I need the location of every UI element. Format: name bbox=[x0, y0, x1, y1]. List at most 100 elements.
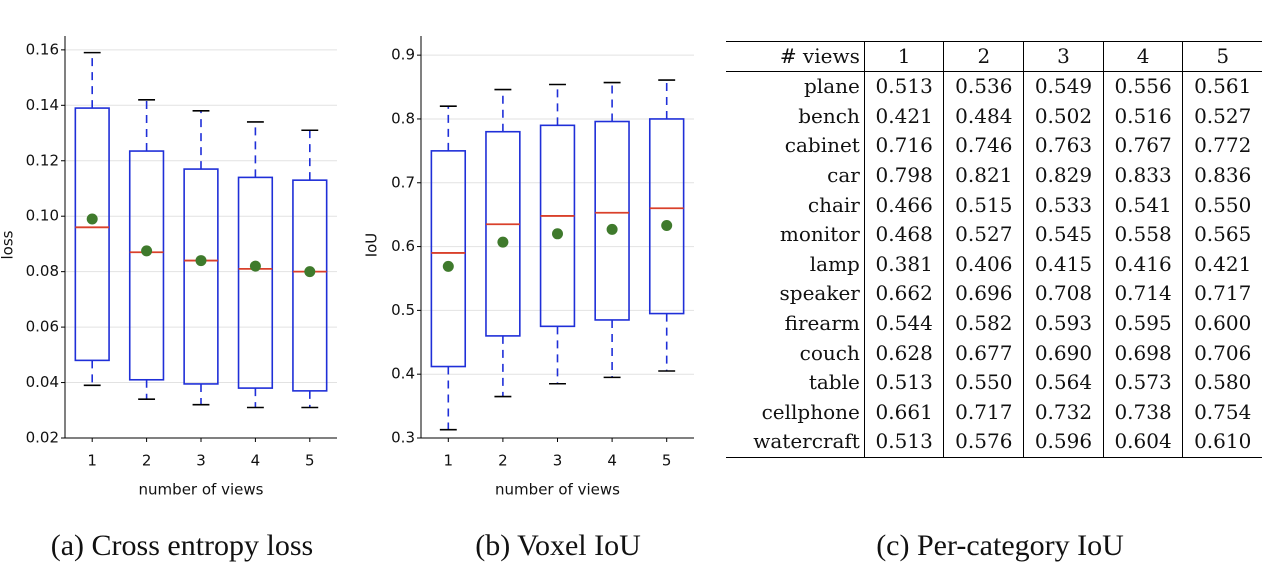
iou-cell: 0.484 bbox=[943, 101, 1024, 132]
category-cell: couch bbox=[799, 340, 860, 365]
y-tick-label: 0.14 bbox=[26, 96, 59, 114]
iou-cell: 0.677 bbox=[943, 338, 1024, 368]
mean bbox=[141, 245, 153, 257]
x-tick-label: 2 bbox=[142, 452, 152, 470]
iou-cell: 0.706 bbox=[1182, 338, 1262, 368]
iou-cell: 0.662 bbox=[863, 279, 944, 309]
x-tick-label: 3 bbox=[553, 452, 563, 470]
iou-cell: 0.746 bbox=[943, 131, 1024, 161]
iou-cell: 0.580 bbox=[1182, 367, 1262, 398]
iou-cell: 0.596 bbox=[1023, 427, 1104, 458]
iou-cell: 0.732 bbox=[1023, 397, 1104, 428]
iou-cell: 0.573 bbox=[1102, 367, 1183, 398]
x-tick-label: 5 bbox=[305, 452, 315, 470]
box bbox=[183, 168, 219, 385]
iou-cell: 0.516 bbox=[1102, 101, 1183, 132]
x-axis-label: number of views bbox=[139, 481, 264, 499]
header-cell: 5 bbox=[1182, 41, 1262, 72]
iou-cell: 0.541 bbox=[1102, 190, 1183, 220]
iou-table: # views 1 2 3 4 5 plane 0.513 0.536 0.549 0.556 0.5… bbox=[726, 41, 1262, 458]
box bbox=[648, 118, 685, 315]
iou-cell: 0.544 bbox=[863, 308, 944, 339]
table-row: chair 0.466 0.515 0.533 0.541 0.550 bbox=[726, 190, 1262, 220]
iou-cell: 0.582 bbox=[943, 308, 1024, 339]
iou-cell: 0.468 bbox=[863, 219, 944, 250]
category-cell: chair bbox=[807, 192, 860, 217]
y-axis-label: IoU bbox=[363, 233, 381, 258]
y-tick-label: 0.5 bbox=[391, 301, 415, 319]
category-cell: watercraft bbox=[753, 429, 860, 454]
header-cell: 3 bbox=[1023, 41, 1104, 72]
category-cell: cabinet bbox=[784, 133, 860, 158]
iou-cell: 0.513 bbox=[863, 427, 944, 458]
iou-cell: 0.610 bbox=[1182, 427, 1262, 458]
iou-cell: 0.513 bbox=[863, 71, 944, 102]
category-cell: firearm bbox=[784, 311, 860, 336]
x-axis-label: number of views bbox=[495, 481, 620, 499]
iou-cell: 0.550 bbox=[943, 367, 1024, 398]
iou-cell: 0.595 bbox=[1102, 308, 1183, 339]
table-row: watercraft 0.513 0.576 0.596 0.604 0.610 bbox=[726, 427, 1262, 458]
y-tick-label: 0.08 bbox=[26, 262, 59, 280]
category-cell: bench bbox=[798, 103, 860, 128]
header-row: # views 1 2 3 4 5 bbox=[726, 41, 1262, 72]
iou-cell: 0.604 bbox=[1102, 427, 1183, 458]
iou-cell: 0.763 bbox=[1023, 131, 1104, 161]
x-tick-label: 1 bbox=[444, 452, 454, 470]
category-cell: cellphone bbox=[761, 399, 860, 424]
category-cell: car bbox=[827, 163, 860, 188]
table-row: speaker 0.662 0.696 0.708 0.714 0.717 bbox=[726, 279, 1262, 309]
box bbox=[128, 150, 165, 381]
mean bbox=[442, 260, 454, 272]
box bbox=[237, 176, 274, 389]
x-tick-label: 5 bbox=[662, 452, 672, 470]
table-row: cellphone 0.661 0.717 0.732 0.738 0.754 bbox=[726, 397, 1262, 428]
table-body: plane 0.513 0.536 0.549 0.556 0.561 bench 0.421… bbox=[726, 71, 1262, 458]
iou-cell: 0.798 bbox=[863, 160, 944, 191]
iou-cell: 0.698 bbox=[1102, 338, 1183, 368]
iou-cell: 0.696 bbox=[943, 279, 1024, 309]
iou-cell: 0.421 bbox=[863, 101, 944, 132]
iou-cell: 0.533 bbox=[1023, 190, 1104, 220]
iou-cell: 0.416 bbox=[1102, 249, 1183, 280]
x-tick-label: 4 bbox=[251, 452, 261, 470]
box bbox=[430, 150, 467, 368]
x-tick-label: 3 bbox=[196, 452, 206, 470]
iou-cell: 0.513 bbox=[863, 367, 944, 398]
mean bbox=[606, 223, 618, 235]
iou-cell: 0.738 bbox=[1102, 397, 1183, 428]
iou-cell: 0.716 bbox=[863, 131, 944, 161]
y-tick-label: 0.10 bbox=[26, 207, 59, 225]
box bbox=[485, 130, 521, 337]
table-row: firearm 0.544 0.582 0.593 0.595 0.600 bbox=[726, 308, 1262, 339]
y-tick-label: 0.16 bbox=[26, 40, 59, 58]
mean bbox=[304, 266, 316, 278]
iou-cell: 0.600 bbox=[1182, 308, 1262, 339]
iou-cell: 0.690 bbox=[1023, 338, 1104, 368]
iou-cell: 0.833 bbox=[1102, 160, 1183, 191]
y-tick-label: 0.7 bbox=[391, 173, 415, 191]
iou-cell: 0.767 bbox=[1102, 131, 1183, 161]
cap: (b) Voxel IoU bbox=[475, 529, 641, 562]
iou-cell: 0.536 bbox=[943, 71, 1024, 102]
category-cell: plane bbox=[804, 74, 860, 99]
iou-cell: 0.502 bbox=[1023, 101, 1104, 132]
y-tick-label: 0.9 bbox=[391, 46, 415, 64]
iou-cell: 0.561 bbox=[1182, 71, 1262, 102]
y-axis-label: loss bbox=[0, 230, 17, 259]
iou-cell: 0.708 bbox=[1023, 279, 1104, 309]
table-row: plane 0.513 0.536 0.549 0.556 0.561 bbox=[726, 71, 1262, 102]
x-tick-label: 2 bbox=[498, 452, 508, 470]
iou-cell: 0.549 bbox=[1023, 71, 1104, 102]
mean bbox=[195, 255, 207, 267]
box bbox=[292, 179, 328, 392]
iou-cell: 0.565 bbox=[1182, 219, 1262, 250]
iou-cell: 0.836 bbox=[1182, 160, 1262, 191]
y-tick-label: 0.4 bbox=[391, 365, 415, 383]
table-row: cabinet 0.716 0.746 0.763 0.767 0.772 bbox=[726, 131, 1262, 161]
iou-cell: 0.661 bbox=[863, 397, 944, 428]
box bbox=[539, 124, 576, 328]
table-row: car 0.798 0.821 0.829 0.833 0.836 bbox=[726, 160, 1262, 191]
